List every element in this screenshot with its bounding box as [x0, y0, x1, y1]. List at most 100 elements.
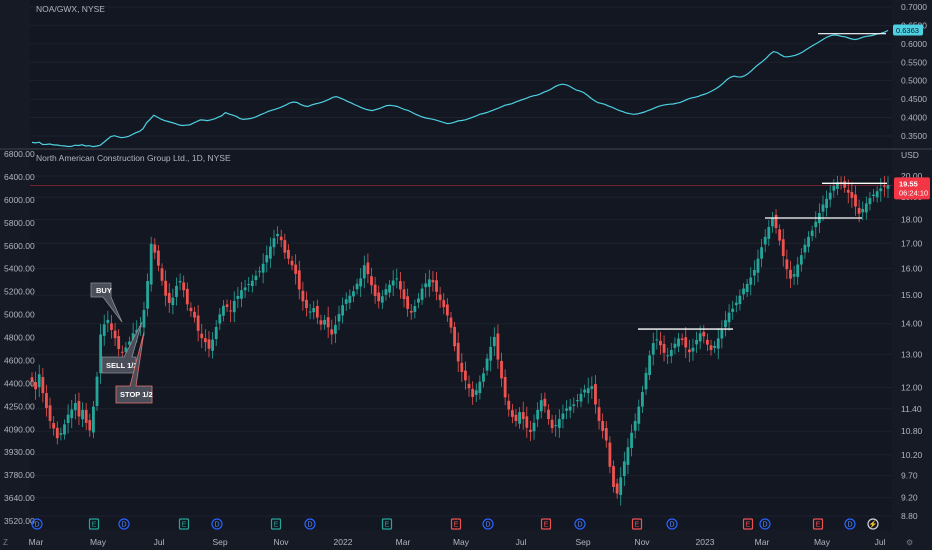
svg-text:E: E	[182, 522, 187, 529]
svg-text:D: D	[307, 522, 312, 529]
candle-body	[583, 389, 587, 393]
candle-body	[492, 336, 496, 347]
x-tick-label: 2023	[696, 537, 715, 547]
candle-body	[745, 283, 749, 293]
candle-body	[716, 338, 720, 349]
timezone-icon[interactable]: Z	[3, 538, 8, 547]
candle-body	[648, 355, 652, 376]
event-marker-earnings[interactable]: E	[450, 518, 462, 530]
candle-body	[287, 249, 290, 259]
main-right-tick: 9.70	[901, 471, 918, 481]
event-marker-earnings[interactable]: E	[270, 518, 282, 530]
candle-body	[875, 191, 879, 198]
candle-body	[95, 376, 99, 406]
candle-body	[575, 400, 579, 402]
candle-body	[52, 423, 56, 429]
candle-body	[301, 290, 305, 302]
x-tick-label: Sep	[575, 537, 590, 547]
candle-body	[503, 376, 507, 398]
candle-body	[120, 351, 124, 353]
candle-body	[561, 413, 565, 420]
candle-body	[229, 310, 233, 312]
candle-body	[604, 428, 608, 441]
candle-body	[384, 289, 388, 295]
candle-body	[640, 392, 644, 407]
event-marker-dividend[interactable]: D	[304, 518, 316, 530]
svg-text:D: D	[214, 522, 219, 529]
ratio-last-value-label: 0.6363	[896, 26, 919, 35]
candle-body	[532, 422, 536, 432]
candle-body	[265, 255, 269, 263]
main-left-axis[interactable]: 6800.00 6400.00 6000.00 5800.00 5600.00 5400.…	[4, 149, 35, 526]
event-marker-earnings[interactable]: E	[742, 518, 754, 530]
candle-body	[565, 408, 568, 411]
candle-body	[500, 360, 503, 379]
annotation-sell-half[interactable]: SELL 1/2	[101, 321, 143, 374]
top-right-tick: 0.4500	[901, 94, 927, 104]
event-marker-earnings[interactable]: E	[631, 518, 643, 530]
main-pane-grid	[30, 175, 892, 517]
event-marker-dividend[interactable]: D	[482, 518, 494, 530]
event-marker-dividend[interactable]: D	[844, 518, 856, 530]
candle-body	[655, 339, 659, 341]
candle-body	[474, 390, 478, 395]
candle-body	[633, 420, 637, 431]
event-marker-dividend[interactable]: D	[574, 518, 586, 530]
candle-body	[261, 263, 265, 273]
candle-body	[850, 192, 854, 198]
annotation-buy[interactable]: BUY	[90, 282, 123, 323]
candle-body	[435, 280, 438, 292]
candle-body	[167, 292, 171, 303]
event-marker-dividend[interactable]: D	[118, 518, 130, 530]
event-marker-news[interactable]: ⚡	[867, 518, 879, 530]
candle-body	[756, 258, 760, 273]
svg-text:D: D	[577, 522, 582, 529]
svg-text:D: D	[762, 522, 767, 529]
event-marker-dividend[interactable]: D	[759, 518, 771, 530]
x-tick-label: Nov	[273, 537, 289, 547]
main-left-tick: 5800.00	[4, 218, 35, 228]
candle-body	[110, 323, 113, 330]
event-marker-earnings[interactable]: E	[178, 518, 190, 530]
candle-body	[330, 329, 334, 335]
main-pane-title: North American Construction Group Ltd., …	[36, 153, 231, 163]
candle-body	[510, 410, 514, 417]
event-marker-earnings[interactable]: E	[540, 518, 552, 530]
main-left-tick: 6000.00	[4, 195, 35, 205]
event-marker-earnings[interactable]: E	[88, 518, 100, 530]
main-left-tick: 5600.00	[4, 241, 35, 251]
event-marker-earnings[interactable]: E	[812, 518, 824, 530]
candle-body	[615, 483, 619, 494]
candle-body	[734, 302, 738, 306]
candle-body	[482, 373, 485, 382]
candle-body	[662, 343, 666, 353]
candle-body	[514, 414, 518, 421]
event-marker-dividend[interactable]: D	[666, 518, 678, 530]
candle-body	[250, 280, 254, 287]
candle-body	[297, 270, 301, 290]
candle-body	[193, 311, 196, 318]
candle-body	[619, 477, 623, 495]
candle-body	[709, 345, 713, 350]
candle-body	[211, 339, 214, 351]
candle-body	[789, 269, 792, 279]
time-axis[interactable]: Mar May Jul Sep Nov 2022 Mar May Jul Sep Nov 2023 Ma…	[29, 537, 886, 547]
candle-body	[236, 295, 240, 299]
event-marker-earnings[interactable]: E	[381, 518, 393, 530]
auto-scale-icon[interactable]: ⚙	[906, 538, 913, 547]
horizontal-level-lines[interactable]	[638, 182, 887, 330]
candle-body	[713, 345, 717, 348]
annotation-stop-half[interactable]: STOP 1/2	[115, 331, 153, 404]
candle-body	[240, 290, 243, 299]
top-right-tick: 0.5500	[901, 57, 927, 67]
event-marker-dividend[interactable]: D	[31, 518, 43, 530]
x-tick-label: Mar	[29, 537, 44, 547]
events-row[interactable]: D E D E D E D E E D E D E D E D E D ⚡	[31, 518, 879, 530]
x-tick-label: Jul	[516, 537, 527, 547]
candle-body	[868, 198, 872, 205]
candle-body	[146, 281, 149, 309]
event-marker-dividend[interactable]: D	[211, 518, 223, 530]
candle-body	[666, 355, 670, 357]
candle-body	[73, 403, 77, 411]
